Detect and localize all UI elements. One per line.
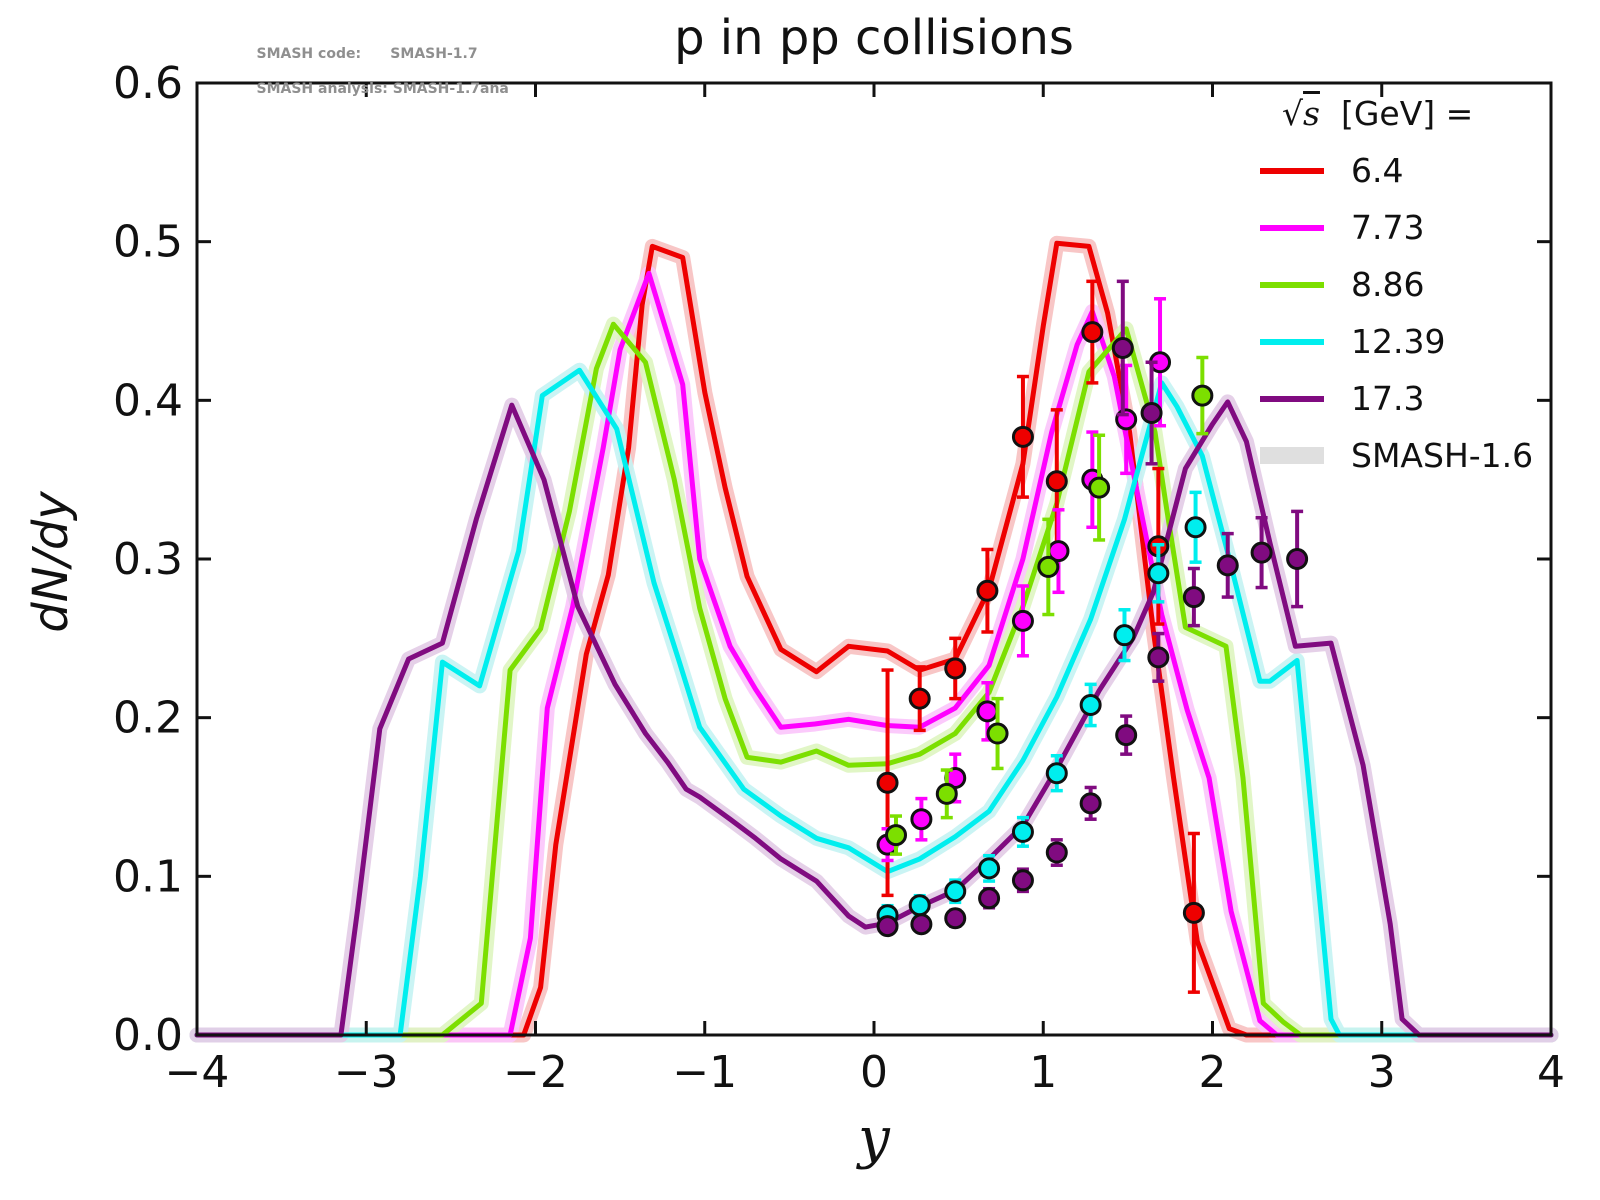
legend-entry-12.39: 12.39 (1238, 313, 1568, 370)
data-point-6.4 (1081, 321, 1104, 344)
y-tick-label: 0.4 (113, 375, 183, 426)
smash-code-line: SMASH code: SMASH-1.7 (256, 45, 478, 62)
x-tick-label: −3 (334, 1047, 399, 1098)
legend-rows: 6.4 7.73 8.86 12.39 17.3 SMASH-1.6 (1238, 142, 1568, 484)
smash-version-annotation: SMASH code: SMASH-1.7 SMASH analysis: SM… (237, 28, 509, 116)
data-point-17.3 (1182, 586, 1205, 609)
data-point-8.86 (1191, 384, 1214, 407)
data-point-17.3 (1111, 336, 1134, 359)
data-point-12.39 (1079, 693, 1102, 716)
data-point-6.4 (1045, 470, 1068, 493)
curve-7.73 (194, 270, 1554, 1038)
data-point-7.73 (976, 700, 999, 723)
legend-label: SMASH-1.6 (1351, 436, 1534, 475)
y-tick-label: 0.6 (113, 58, 183, 109)
chart-title: p in pp collisions (674, 10, 1074, 66)
x-axis-label: y (858, 1106, 890, 1171)
x-tick-label: 4 (1537, 1047, 1565, 1098)
data-point-17.3 (1115, 724, 1138, 747)
data-point-8.86 (885, 824, 908, 847)
legend-entry-17.3: 17.3 (1238, 370, 1568, 427)
data-point-12.39 (1113, 624, 1136, 647)
data-point-12.39 (1045, 762, 1068, 785)
data-point-17.3 (1140, 402, 1163, 425)
legend-title-units: [GeV] = (1319, 94, 1474, 133)
legend-label: 8.86 (1351, 265, 1425, 304)
x-tick-label: 1 (1029, 1047, 1057, 1098)
x-tick-label: −2 (503, 1047, 568, 1098)
legend-swatch-SMASH-1.6 (1260, 447, 1324, 464)
x-tick-label: 3 (1368, 1047, 1396, 1098)
data-point-7.73 (910, 808, 933, 831)
data-point-12.39 (978, 857, 1001, 880)
data-point-8.86 (986, 722, 1009, 745)
data-point-6.4 (944, 657, 967, 680)
data-point-12.39 (944, 880, 967, 903)
legend-label: 12.39 (1351, 322, 1446, 361)
data-point-12.39 (1147, 562, 1170, 585)
data-point-6.4 (1011, 425, 1034, 448)
legend: √s [GeV] = 6.4 7.73 8.86 12.39 17.3 SMASH-1.6 (1238, 94, 1568, 484)
legend-swatch-7.73 (1260, 224, 1324, 231)
legend-swatch-8.86 (1260, 281, 1324, 288)
curve-12.39 (194, 367, 1554, 1038)
legend-label: 6.4 (1351, 151, 1404, 190)
legend-entry-7.73: 7.73 (1238, 199, 1568, 256)
data-point-17.3 (1216, 554, 1239, 577)
data-point-12.39 (1184, 516, 1207, 539)
y-tick-label: 0.0 (113, 1010, 183, 1061)
legend-label: 17.3 (1351, 379, 1425, 418)
legend-label: 7.73 (1351, 208, 1425, 247)
smash-analysis-line: SMASH analysis: SMASH-1.7ana (256, 80, 509, 97)
data-point-17.3 (876, 915, 899, 938)
data-point-17.3 (1250, 541, 1273, 564)
legend-swatch-17.3 (1260, 395, 1324, 402)
data-point-8.86 (935, 782, 958, 805)
data-point-17.3 (1045, 841, 1068, 864)
data-point-6.4 (908, 687, 931, 710)
data-point-17.3 (944, 907, 967, 930)
data-point-12.39 (908, 894, 931, 917)
data-point-17.3 (1011, 869, 1034, 892)
data-point-6.4 (876, 771, 899, 794)
data-point-12.39 (1011, 820, 1034, 843)
data-point-17.3 (1286, 548, 1309, 570)
data-point-6.4 (1182, 901, 1205, 924)
legend-swatch-12.39 (1260, 338, 1324, 345)
y-tick-label: 0.5 (113, 217, 183, 268)
legend-entry-6.4: 6.4 (1238, 142, 1568, 199)
data-point-17.3 (978, 887, 1001, 910)
data-point-6.4 (976, 579, 999, 602)
data-point-17.3 (1147, 646, 1170, 669)
data-point-17.3 (910, 913, 933, 936)
curve-17.3 (194, 399, 1554, 1038)
x-tick-label: −1 (672, 1047, 737, 1098)
y-tick-label: 0.2 (113, 693, 183, 744)
data-point-17.3 (1079, 792, 1102, 815)
x-tick-label: 2 (1199, 1047, 1227, 1098)
x-tick-label: −4 (165, 1047, 230, 1098)
y-tick-label: 0.3 (113, 534, 183, 585)
data-point-8.86 (1088, 476, 1111, 499)
legend-entry-8.86: 8.86 (1238, 256, 1568, 313)
data-point-8.86 (1037, 555, 1060, 578)
y-tick-label: 0.1 (113, 851, 183, 902)
x-tick-label: 0 (860, 1047, 888, 1098)
y-axis-label: dN/dy (23, 491, 79, 633)
data-point-7.73 (1115, 408, 1138, 431)
legend-entry-SMASH-1.6: SMASH-1.6 (1238, 427, 1568, 484)
legend-title: √s [GeV] = (1238, 94, 1568, 142)
data-point-7.73 (1011, 609, 1034, 632)
legend-swatch-6.4 (1260, 167, 1324, 174)
sqrt-radical: √ (1282, 94, 1304, 133)
sqrt-s-symbol: s (1303, 94, 1320, 133)
